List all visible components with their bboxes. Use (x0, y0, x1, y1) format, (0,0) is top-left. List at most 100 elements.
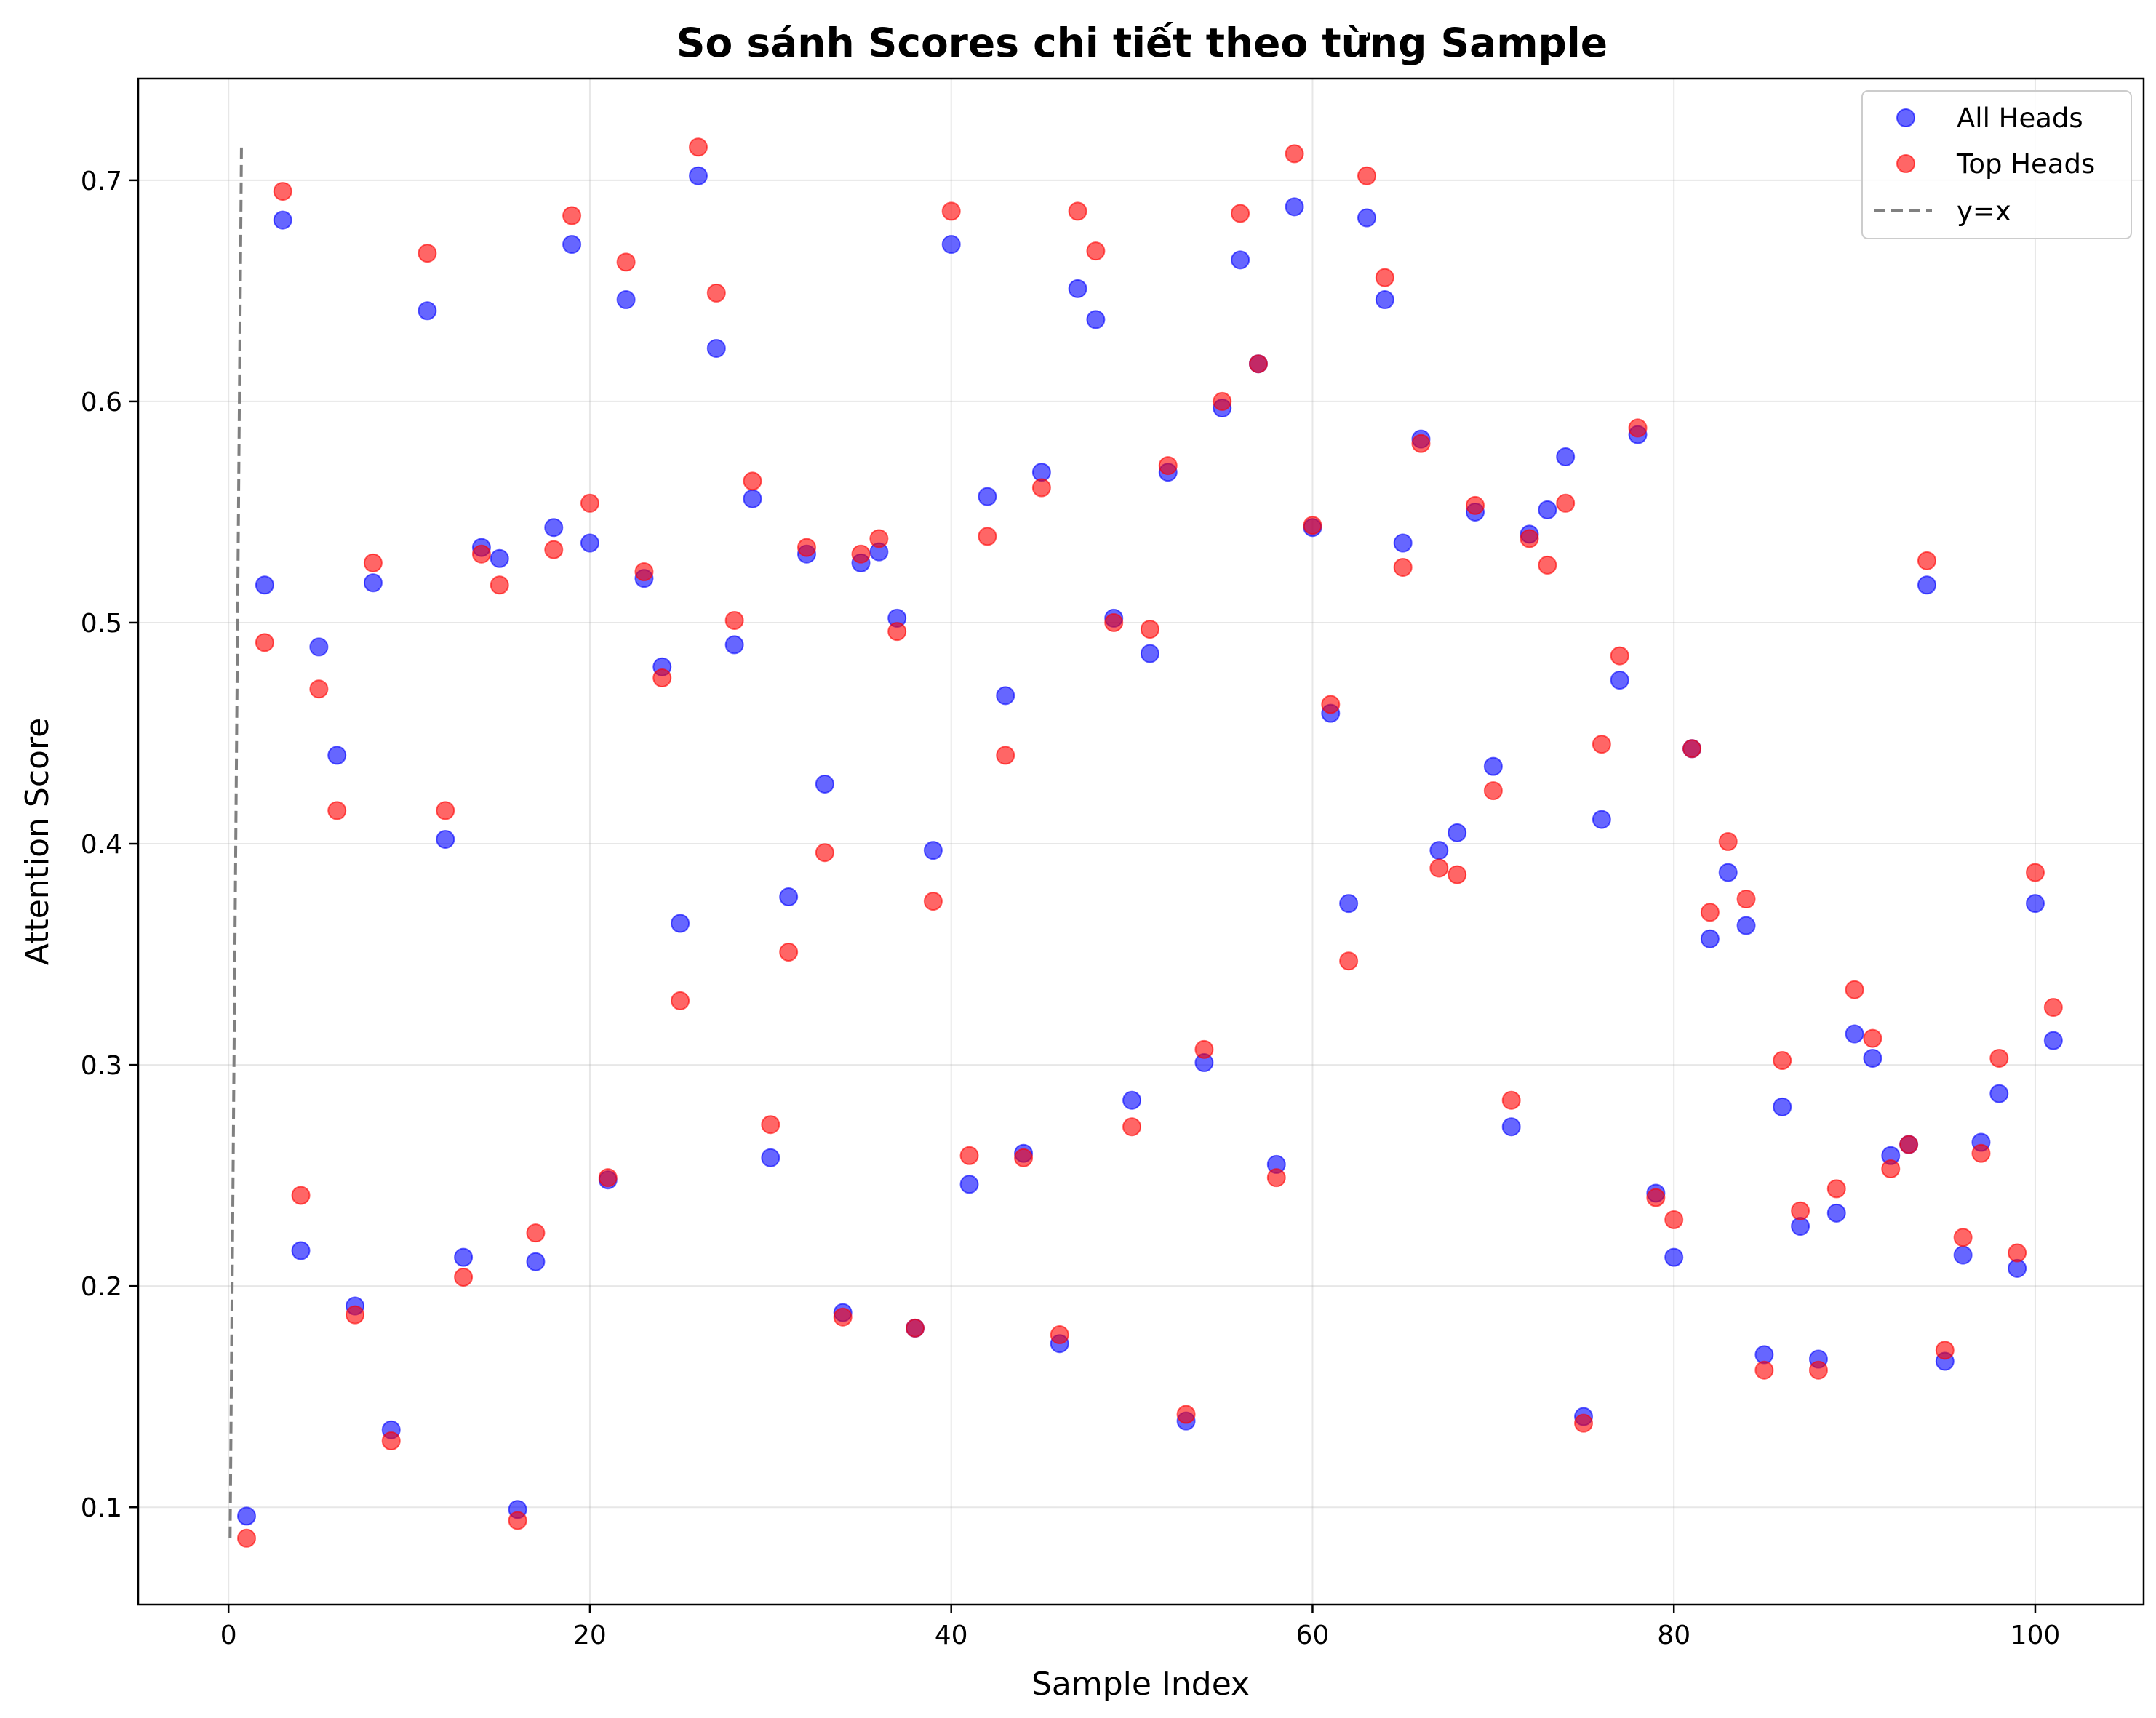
data-point (1050, 1325, 1069, 1345)
x-axis-ticks: 0 20 40 60 80 100 (220, 1605, 2061, 1650)
data-point (1194, 1039, 1214, 1059)
data-point (436, 801, 455, 820)
data-point (978, 527, 997, 546)
data-point (1122, 1090, 1142, 1110)
legend-marker-all-heads (1896, 108, 1915, 127)
y-eq-x-line (228, 147, 243, 1538)
data-point (1086, 241, 1106, 261)
data-point (562, 235, 582, 255)
data-point (1285, 197, 1304, 217)
data-point (1989, 1084, 2009, 1103)
x-tick-label: 0 (220, 1621, 237, 1650)
data-point (490, 575, 509, 595)
data-point (1664, 1247, 1684, 1267)
data-point (1501, 1117, 1521, 1137)
data-point (941, 201, 961, 221)
x-tick-label: 60 (1296, 1621, 1330, 1650)
data-point (1140, 620, 1159, 639)
reference-lines (228, 147, 243, 1538)
data-point (1538, 500, 1557, 519)
x-tick-label: 100 (2011, 1621, 2061, 1650)
data-point (996, 746, 1015, 765)
data-point (959, 1146, 979, 1165)
data-point (761, 1148, 780, 1167)
data-point (1303, 516, 1322, 535)
legend-marker-top-heads (1896, 154, 1915, 173)
data-point (743, 489, 762, 508)
data-point (1826, 1179, 1846, 1199)
data-point (634, 562, 654, 582)
data-point (1899, 1135, 1919, 1154)
x-tick-label: 40 (935, 1621, 968, 1650)
data-point (327, 746, 347, 765)
data-point (1068, 201, 1087, 221)
x-tick-label: 20 (573, 1621, 607, 1650)
data-point (833, 1307, 853, 1327)
data-point (580, 533, 599, 553)
data-point (1736, 916, 1756, 935)
data-point (237, 1506, 257, 1526)
data-point (346, 1305, 365, 1325)
data-point (580, 493, 599, 513)
data-point (1556, 447, 1576, 466)
legend-label-top-heads: Top Heads (1956, 148, 2095, 180)
data-point (1971, 1143, 1991, 1163)
x-tick-label: 80 (1657, 1621, 1690, 1650)
data-point (1068, 279, 1087, 298)
data-point (2008, 1243, 2027, 1263)
data-point (1881, 1159, 1901, 1179)
data-point (1176, 1405, 1196, 1424)
data-point (1826, 1203, 1846, 1223)
y-tick-label: 0.4 (81, 830, 122, 860)
data-point (598, 1168, 618, 1188)
data-point (923, 892, 943, 911)
data-point (1863, 1028, 1882, 1048)
data-point (724, 635, 744, 655)
data-point (671, 914, 690, 933)
data-point (255, 633, 274, 652)
data-point (327, 801, 347, 820)
data-point (1736, 890, 1756, 909)
data-point (1375, 290, 1394, 310)
data-point (1357, 208, 1376, 228)
data-point (1411, 434, 1431, 453)
data-point (2025, 894, 2045, 914)
data-point (508, 1511, 527, 1530)
data-point (1646, 1188, 1666, 1207)
y-tick-label: 0.5 (81, 609, 122, 639)
data-point (1213, 391, 1232, 411)
data-point (815, 843, 834, 863)
data-point (363, 553, 383, 572)
data-point (273, 182, 292, 201)
data-point (273, 210, 292, 230)
data-point (1935, 1341, 1955, 1360)
data-point (309, 637, 329, 657)
data-point (1429, 841, 1449, 860)
data-point (2025, 863, 2045, 882)
y-axis-label: Attention Score (19, 718, 56, 965)
data-point (1773, 1097, 1792, 1116)
data-point (1700, 903, 1720, 922)
data-point (454, 1267, 474, 1287)
data-point (309, 679, 329, 699)
data-point (1285, 144, 1304, 164)
data-point (526, 1252, 546, 1271)
y-axis-ticks: 0.1 0.2 0.3 0.4 0.5 0.6 0.7 (81, 167, 138, 1523)
data-point (1231, 250, 1250, 270)
data-point (869, 529, 889, 548)
data-point (526, 1223, 546, 1243)
data-point (1556, 493, 1576, 513)
chart-title: So sánh Scores chi tiết theo từng Sample (676, 20, 1608, 66)
data-point (291, 1241, 311, 1260)
data-point (1808, 1360, 1828, 1380)
data-point (978, 487, 997, 506)
data-point (418, 244, 437, 263)
data-point (1448, 823, 1467, 842)
data-point (996, 686, 1015, 706)
data-point (1664, 1210, 1684, 1229)
data-point (454, 1247, 474, 1267)
data-point (688, 166, 708, 185)
data-point (1321, 695, 1341, 714)
